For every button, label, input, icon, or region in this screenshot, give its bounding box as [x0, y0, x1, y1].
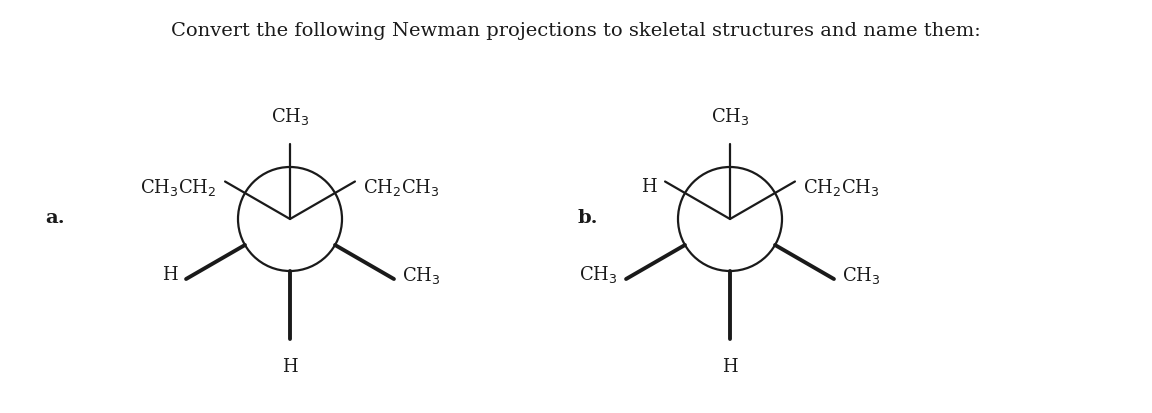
Text: a.: a.	[45, 209, 65, 226]
Text: H: H	[282, 357, 298, 375]
Text: CH$_3$: CH$_3$	[402, 264, 440, 285]
Text: CH$_2$CH$_3$: CH$_2$CH$_3$	[363, 177, 440, 197]
Text: Convert the following Newman projections to skeletal structures and name them:: Convert the following Newman projections…	[172, 22, 980, 40]
Text: CH$_2$CH$_3$: CH$_2$CH$_3$	[803, 177, 880, 197]
Text: H: H	[722, 357, 737, 375]
Text: CH$_3$: CH$_3$	[271, 106, 309, 127]
Text: b.: b.	[578, 209, 599, 226]
Text: H: H	[642, 178, 657, 196]
Text: CH$_3$: CH$_3$	[842, 264, 880, 285]
Text: H: H	[162, 266, 179, 283]
Text: CH$_3$: CH$_3$	[711, 106, 749, 127]
Text: CH$_3$: CH$_3$	[579, 264, 619, 285]
Text: CH$_3$CH$_2$: CH$_3$CH$_2$	[141, 177, 217, 197]
